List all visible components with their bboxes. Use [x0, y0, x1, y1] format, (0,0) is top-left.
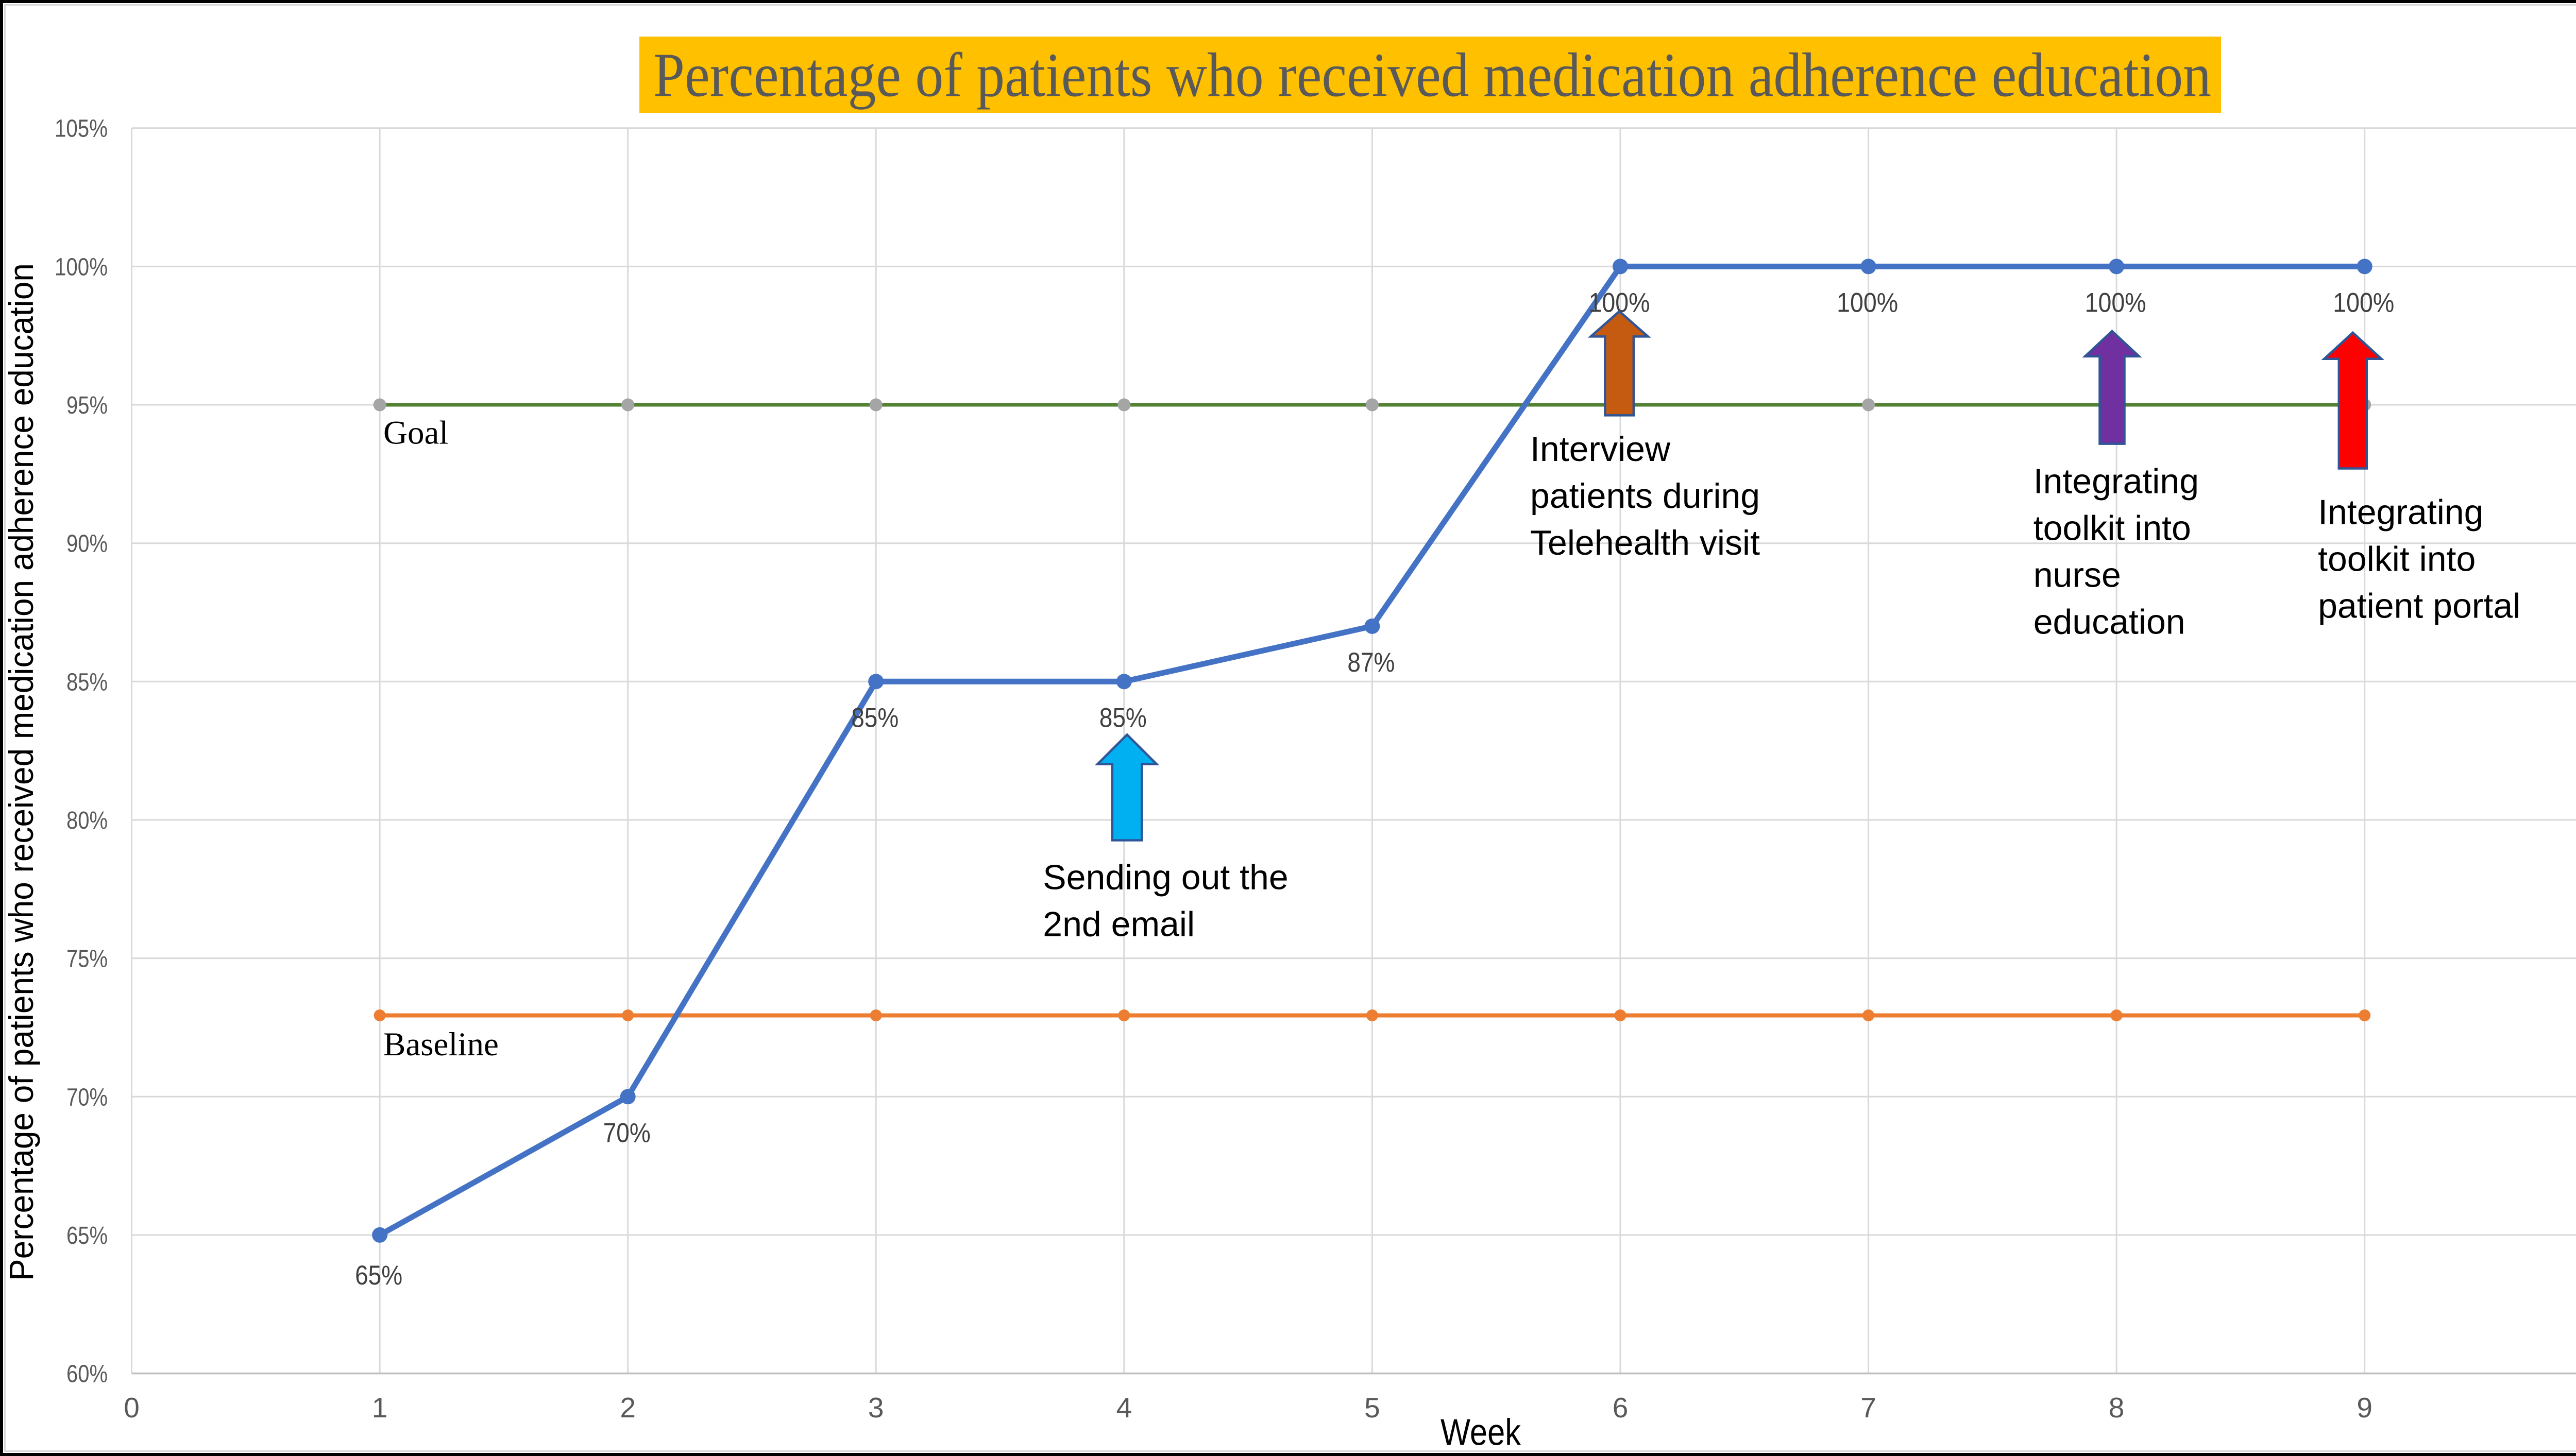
- svg-text:1: 1: [372, 1392, 388, 1424]
- svg-text:3: 3: [868, 1392, 884, 1424]
- svg-text:Goal: Goal: [383, 414, 448, 451]
- svg-text:87%: 87%: [1347, 647, 1395, 678]
- svg-text:patient portal: patient portal: [2318, 586, 2520, 625]
- svg-text:100%: 100%: [1837, 287, 1898, 318]
- svg-text:Sending out the: Sending out the: [1043, 858, 1288, 897]
- svg-text:85%: 85%: [1099, 703, 1147, 733]
- svg-text:Interview: Interview: [1530, 430, 1671, 469]
- svg-text:nurse: nurse: [2033, 556, 2121, 595]
- svg-text:4: 4: [1116, 1392, 1132, 1424]
- svg-text:Percentage of patients who rec: Percentage of patients who received medi…: [2, 263, 40, 1281]
- svg-text:Integrating: Integrating: [2318, 492, 2483, 532]
- svg-text:Baseline: Baseline: [383, 1026, 499, 1063]
- svg-text:Week: Week: [1440, 1412, 1521, 1453]
- svg-text:70%: 70%: [603, 1118, 651, 1148]
- svg-text:75%: 75%: [66, 946, 108, 973]
- svg-text:patients during: patients during: [1530, 476, 1760, 516]
- svg-text:100%: 100%: [2085, 287, 2146, 318]
- svg-text:85%: 85%: [66, 669, 108, 696]
- svg-text:0: 0: [124, 1392, 140, 1424]
- svg-text:8: 8: [2109, 1392, 2125, 1424]
- svg-text:5: 5: [1364, 1392, 1380, 1424]
- svg-text:90%: 90%: [66, 530, 108, 558]
- svg-text:6: 6: [1613, 1392, 1629, 1424]
- svg-text:2: 2: [620, 1392, 636, 1424]
- svg-text:105%: 105%: [55, 115, 108, 143]
- svg-text:100%: 100%: [2333, 287, 2394, 318]
- svg-text:70%: 70%: [66, 1084, 108, 1111]
- svg-text:2nd email: 2nd email: [1043, 905, 1195, 944]
- svg-text:education: education: [2033, 603, 2185, 642]
- svg-text:toolkit into: toolkit into: [2033, 509, 2191, 548]
- svg-text:toolkit into: toolkit into: [2318, 539, 2476, 578]
- svg-text:65%: 65%: [66, 1222, 108, 1249]
- svg-text:85%: 85%: [851, 703, 899, 733]
- svg-text:80%: 80%: [66, 807, 108, 834]
- svg-text:Telehealth visit: Telehealth visit: [1530, 523, 1760, 562]
- svg-text:65%: 65%: [355, 1260, 402, 1291]
- svg-text:Integrating: Integrating: [2033, 462, 2199, 501]
- svg-text:60%: 60%: [66, 1361, 108, 1388]
- svg-text:Percentage of patients who rec: Percentage of patients who received medi…: [653, 41, 2211, 110]
- svg-text:7: 7: [1860, 1392, 1876, 1424]
- svg-text:95%: 95%: [66, 392, 108, 419]
- svg-text:9: 9: [2357, 1392, 2372, 1424]
- svg-text:100%: 100%: [55, 253, 108, 281]
